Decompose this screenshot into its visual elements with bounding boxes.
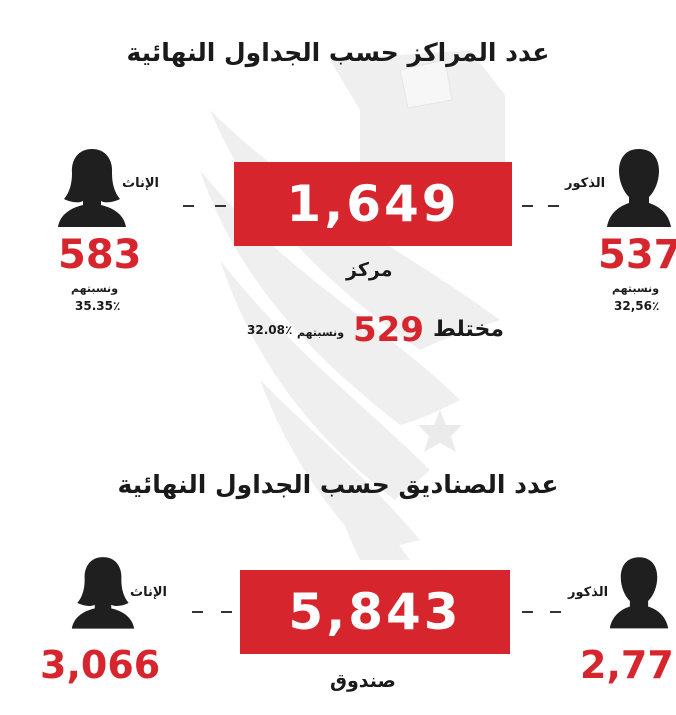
female-count: 583 xyxy=(58,232,142,278)
boxes-unit: صندوق xyxy=(330,670,396,692)
male-label: الذكور xyxy=(568,585,609,600)
male-label: الذكور xyxy=(565,176,606,191)
female-share: 35.35٪ xyxy=(75,299,121,313)
divider-dash xyxy=(221,611,232,613)
female-label: الإناث xyxy=(122,176,159,191)
female-label: الإناث xyxy=(130,585,167,600)
divider-dash xyxy=(215,205,226,207)
mixed-share-label: ونسبتهم xyxy=(297,326,345,339)
male-count: 537 xyxy=(598,232,676,278)
divider-dash xyxy=(192,611,203,613)
female-count: 3,066 xyxy=(40,643,161,687)
mixed-count: 529 xyxy=(353,310,424,350)
mixed-label: مختلط xyxy=(433,317,504,342)
female-silhouette-icon xyxy=(71,557,135,629)
centers-title: عدد المراكز حسب الجداول النهائية xyxy=(126,38,550,67)
divider-dash xyxy=(550,611,561,613)
divider-dash xyxy=(522,611,533,613)
flag-star-watermark xyxy=(418,410,462,452)
male-share-label: ونسبتهم xyxy=(612,282,660,295)
divider-dash xyxy=(183,205,194,207)
male-silhouette-icon xyxy=(607,149,671,227)
male-share: 32,56٪ xyxy=(614,299,660,313)
male-count: 2,777 xyxy=(580,643,676,687)
centers-unit: مركز xyxy=(346,259,393,281)
divider-dash xyxy=(522,205,533,207)
divider-dash xyxy=(548,205,559,207)
boxes-total: 5,843 xyxy=(240,570,510,654)
male-silhouette-icon xyxy=(609,557,669,629)
centers-total: 1,649 xyxy=(234,162,512,246)
mixed-share: 32.08٪ xyxy=(247,323,293,337)
female-silhouette-icon xyxy=(58,149,126,227)
female-share-label: ونسبتهم xyxy=(71,282,119,295)
boxes-title: عدد الصناديق حسب الجداول النهائية xyxy=(117,470,559,499)
